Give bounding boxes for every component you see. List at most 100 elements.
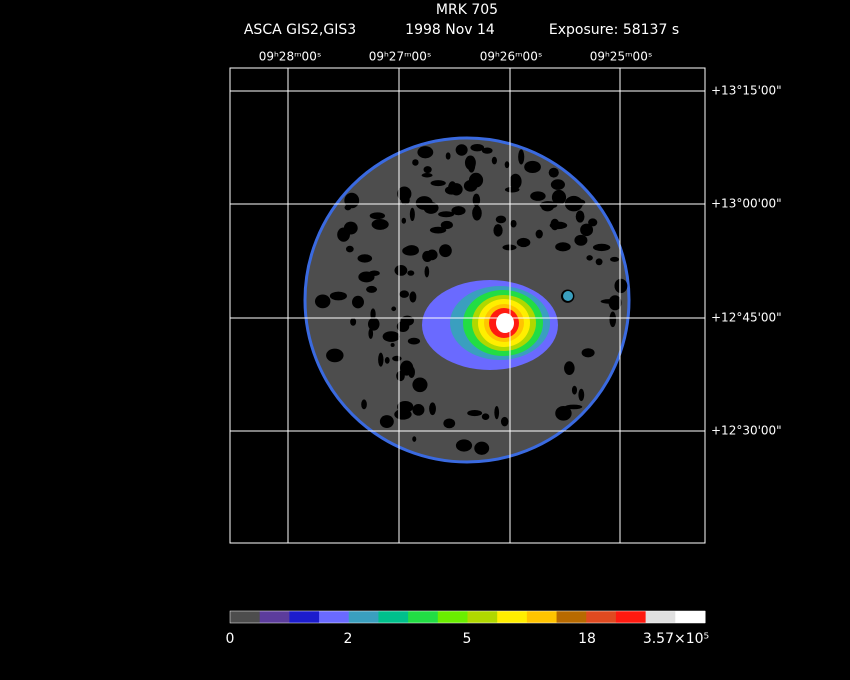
colorbar-label: 5 [463, 631, 472, 647]
patch [580, 223, 594, 237]
ra-tick-label: 09ʰ26ᵐ00ˢ [480, 50, 543, 64]
patch [443, 418, 456, 429]
patch [539, 201, 558, 209]
patch [464, 155, 476, 170]
patch [430, 180, 446, 187]
colorbar-swatch [526, 611, 558, 623]
patch [518, 149, 525, 165]
patch [370, 308, 376, 321]
patch [549, 221, 568, 230]
patch [440, 220, 453, 230]
patch [445, 152, 451, 160]
dec-tick-label: +13°00'00" [711, 197, 782, 211]
patch [423, 166, 432, 174]
patch [399, 290, 410, 298]
exposure: Exposure: 58137 s [549, 22, 679, 38]
patch [556, 190, 564, 201]
patch [368, 270, 380, 276]
patch [424, 266, 430, 278]
patch [575, 210, 585, 223]
colorbar-swatch [586, 611, 617, 623]
patch [510, 219, 517, 228]
colorbar-swatch [289, 611, 320, 623]
patch [382, 331, 400, 342]
colorbar-swatch [615, 611, 647, 623]
patch [417, 146, 434, 159]
patch [504, 161, 510, 169]
colorbar-swatch [556, 611, 587, 623]
patch [390, 342, 395, 348]
xray-image [303, 136, 631, 464]
patch [397, 400, 414, 413]
colorbar-swatch [378, 611, 409, 623]
patch [450, 183, 463, 196]
patch [564, 361, 575, 376]
patch [470, 143, 485, 152]
low-count-patches [314, 143, 628, 455]
patch [581, 348, 595, 358]
patch [412, 404, 425, 416]
colorbar-label: 18 [578, 631, 596, 647]
patch [404, 245, 419, 255]
coordinate-grid [229, 67, 706, 544]
patch [371, 218, 389, 230]
patch [407, 270, 415, 276]
patch [438, 211, 455, 218]
colorbar-label: 0 [226, 631, 235, 647]
patch [548, 167, 559, 178]
patch [481, 413, 490, 421]
patch [378, 352, 384, 367]
dec-tick-label: +13°15'00" [711, 84, 782, 98]
patch [610, 256, 620, 262]
patch [397, 186, 412, 202]
patch [401, 217, 407, 224]
patch [530, 191, 546, 201]
patch [329, 291, 347, 301]
patch [451, 206, 466, 216]
patch [426, 249, 438, 261]
colorbar-swatch [230, 611, 261, 623]
date: 1998 Nov 14 [405, 22, 495, 38]
colorbar-swatch [675, 611, 706, 623]
patch [366, 285, 378, 293]
colorbar-swatch [497, 611, 528, 623]
patch [555, 406, 572, 421]
patch [614, 278, 628, 294]
patch [609, 311, 617, 328]
patch [550, 179, 565, 190]
patch [600, 299, 617, 304]
contour [563, 291, 573, 301]
colorbar-swatch [348, 611, 379, 623]
patch [394, 264, 408, 276]
patch [592, 243, 611, 252]
patch [352, 295, 364, 309]
patch [412, 159, 419, 166]
patch [429, 402, 436, 416]
patch [439, 244, 452, 258]
patch [455, 439, 473, 452]
patch [412, 377, 428, 393]
patch [396, 370, 405, 382]
patch [468, 172, 484, 188]
patch [412, 436, 417, 442]
patch [344, 192, 360, 209]
colorbar-label: 2 [344, 631, 353, 647]
patch [586, 255, 593, 261]
dec-tick-label: +12°30'00" [711, 424, 782, 438]
patch [500, 416, 509, 427]
patch [495, 215, 507, 224]
patch [392, 355, 402, 362]
patch [509, 173, 522, 190]
patch [345, 245, 354, 253]
patch [367, 317, 380, 331]
contour [496, 313, 514, 333]
patch [391, 306, 397, 312]
patch [384, 356, 390, 364]
patch [474, 441, 490, 455]
patch [314, 294, 331, 309]
patch [408, 366, 415, 379]
patch [421, 173, 433, 178]
patch [472, 205, 482, 221]
patch [555, 242, 571, 252]
